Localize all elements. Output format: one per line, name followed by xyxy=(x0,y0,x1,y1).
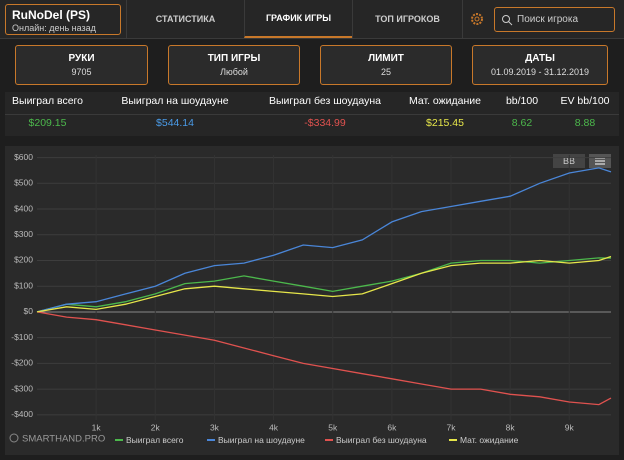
stat-header: Выиграл на шоудауне xyxy=(121,95,229,107)
row-separator xyxy=(5,114,619,115)
filter-label: ЛИМИТ xyxy=(368,53,404,64)
y-tick-label: $500 xyxy=(14,178,33,188)
x-tick-label: 4k xyxy=(269,422,279,432)
filter-label: ТИП ИГРЫ xyxy=(207,53,261,64)
chart: BB SMARTHAND.PRO -$400-$300-$200-$100$0$… xyxy=(9,152,612,445)
chart-panel: BB SMARTHAND.PRO -$400-$300-$200-$100$0$… xyxy=(5,146,619,455)
tab[interactable]: ТОП ИГРОКОВ xyxy=(352,0,462,38)
series-line xyxy=(36,257,612,313)
x-tick-label: 3k xyxy=(210,422,220,432)
x-tick-label: 1k xyxy=(92,422,102,432)
settings-button[interactable] xyxy=(462,0,490,38)
filter-label: РУКИ xyxy=(68,53,95,64)
x-tick-label: 9k xyxy=(565,422,575,432)
filter-value: 01.09.2019 - 31.12.2019 xyxy=(490,67,590,77)
filter[interactable]: ЛИМИТ 25 xyxy=(320,45,452,85)
nav-bar: RuNoDel (PS) Онлайн: день назад СТАТИСТИ… xyxy=(0,0,624,39)
y-tick-label: -$400 xyxy=(11,409,33,419)
handle xyxy=(508,21,513,26)
legend-label: Выиграл всего xyxy=(126,435,184,445)
series-line xyxy=(36,255,612,313)
tab-active[interactable]: ГРАФИК ИГРЫ xyxy=(244,0,352,38)
filter[interactable]: ТИП ИГРЫ Любой xyxy=(168,45,300,85)
stat-value: $209.15 xyxy=(28,117,67,129)
gear-ring xyxy=(471,13,483,25)
x-tick-label: 5k xyxy=(328,422,338,432)
search-placeholder: Поиск игрока xyxy=(517,14,579,25)
stat-value: -$334.99 xyxy=(304,117,346,129)
y-tick-label: -$100 xyxy=(11,332,33,342)
stats-table: Выиграл всего Выиграл на шоудауне Выигра… xyxy=(5,92,619,136)
legend-label: Выиграл без шоудауна xyxy=(336,435,427,445)
filter-label: ДАТЫ xyxy=(525,53,555,64)
filter-value: 9705 xyxy=(71,67,92,77)
series-line xyxy=(36,167,612,313)
logo: SMARTHAND.PRO xyxy=(22,434,105,445)
tab[interactable]: СТАТИСТИКА xyxy=(126,0,244,38)
logo-icon xyxy=(9,433,19,443)
x-tick-label: 8k xyxy=(506,422,516,432)
y-tick-label: $0 xyxy=(24,306,34,316)
player-name: RuNoDel (PS) xyxy=(12,8,90,22)
filter-value: 25 xyxy=(380,67,391,77)
y-tick-label: -$300 xyxy=(11,383,33,393)
stat-header: Мат. ожидание xyxy=(408,95,482,107)
filter[interactable]: РУКИ 9705 xyxy=(15,45,148,85)
y-tick-label: $100 xyxy=(14,280,33,290)
y-tick-label: -$200 xyxy=(11,358,33,368)
stat-header: Выиграл без шоудауна xyxy=(269,95,381,107)
lens xyxy=(502,15,510,23)
x-tick-label: 7k xyxy=(447,422,457,432)
search-box[interactable]: Поиск игрока xyxy=(494,7,615,32)
search-icon xyxy=(502,15,513,26)
gear-icon xyxy=(471,13,483,25)
stat-header: Выиграл всего xyxy=(12,95,83,107)
player-status: Онлайн: день назад xyxy=(12,23,96,33)
player-badge[interactable]: RuNoDel (PS) Онлайн: день назад xyxy=(5,4,121,35)
stat-header: bb/100 xyxy=(505,95,539,107)
filter-value: Любой xyxy=(220,67,248,77)
y-tick-label: $600 xyxy=(14,152,33,162)
stat-value: 8.62 xyxy=(511,117,533,129)
stat-value: $215.45 xyxy=(426,117,464,129)
x-tick-label: 6k xyxy=(387,422,397,432)
gear-hub xyxy=(474,16,480,22)
y-tick-label: $300 xyxy=(14,229,33,239)
stat-header: EV bb/100 xyxy=(560,95,610,107)
y-tick-label: $400 xyxy=(14,203,33,213)
legend-label: Выиграл на шоудауне xyxy=(218,435,305,445)
series-line xyxy=(36,311,612,406)
x-tick-label: 2k xyxy=(151,422,161,432)
legend-label: Мат. ожидание xyxy=(460,435,519,445)
stat-value: $544.14 xyxy=(156,117,194,129)
y-tick-label: $200 xyxy=(14,255,33,265)
stat-value: 8.88 xyxy=(574,117,596,129)
filter[interactable]: ДАТЫ 01.09.2019 - 31.12.2019 xyxy=(472,45,608,85)
